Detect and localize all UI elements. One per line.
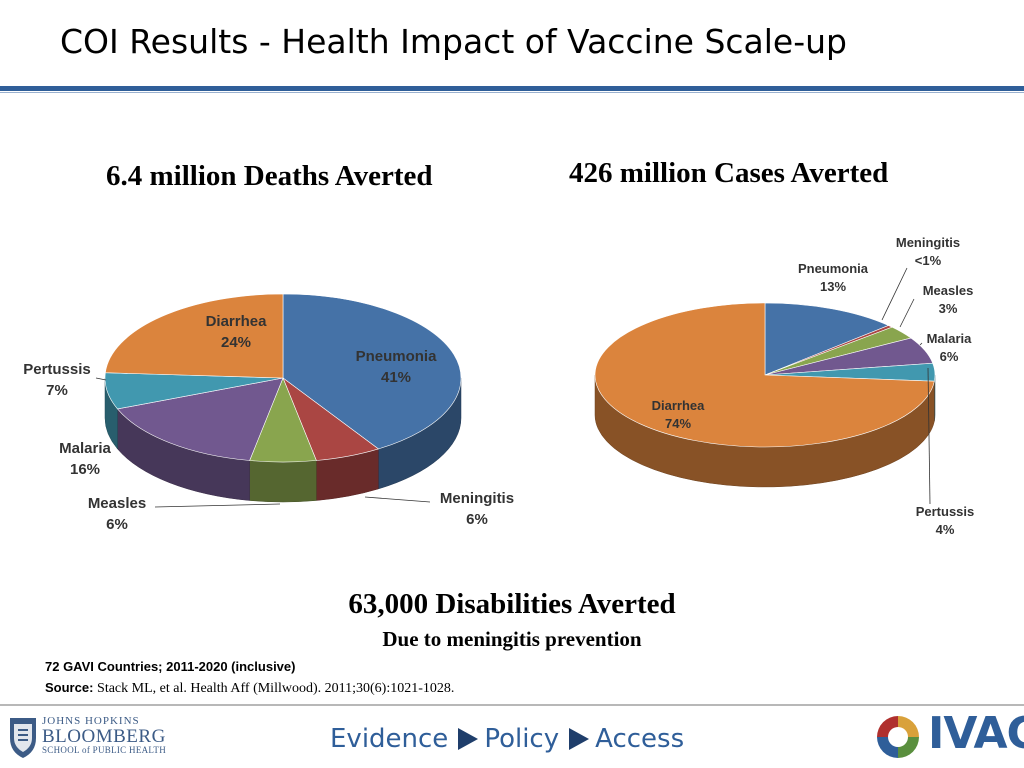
slice-value-pneumonia: 41% (381, 369, 411, 386)
source-citation: Source: Stack ML, et al. Health Aff (Mil… (45, 680, 454, 697)
jhu-line3: SCHOOL of PUBLIC HEALTH (42, 745, 166, 755)
slice-value-diarrhea: 74% (665, 416, 691, 431)
tagline-evidence: Evidence (330, 724, 449, 754)
slice-label-meningitis: Meningitis (440, 490, 514, 507)
source-text: Stack ML, et al. Health Aff (Millwood). … (97, 681, 455, 696)
leader-line-meningitis (364, 496, 431, 503)
slice-label-diarrhea: Diarrhea (206, 313, 268, 330)
slice-label-diarrhea: Diarrhea (652, 398, 706, 413)
slice-label-pneumonia: Pneumonia (356, 348, 438, 365)
jhu-logo-text: JOHNS HOPKINS BLOOMBERG SCHOOL of PUBLIC… (42, 716, 166, 755)
slice-value-diarrhea: 24% (221, 334, 251, 351)
disabilities-subtitle: Due to meningitis prevention (382, 627, 642, 651)
slice-value-measles: 3% (939, 301, 958, 316)
slice-value-pertussis: 7% (46, 382, 68, 399)
leader-line-measles (899, 298, 915, 328)
slice-value-meningitis: 6% (466, 511, 488, 528)
countries-note: 72 GAVI Countries; 2011-2020 (inclusive) (45, 659, 296, 674)
ivac-logo-icon (877, 716, 919, 758)
source-label: Source: (45, 680, 94, 695)
pie-slice-pneumonia (764, 302, 890, 376)
slice-value-meningitis: <1% (915, 253, 942, 268)
title-divider-thin (0, 92, 1024, 93)
slice-value-pneumonia: 13% (820, 279, 846, 294)
jhu-line2: BLOOMBERG (42, 726, 166, 747)
slice-label-measles: Measles (923, 283, 974, 298)
leader-line-measles (154, 503, 281, 508)
tagline: Evidence Policy Access (330, 724, 684, 754)
pie-chart-1: Pneumonia 13% Meningitis <1% Measles 3% Malari… (594, 235, 975, 537)
pie-slice-diarrhea (594, 302, 935, 448)
cases-chart-title: 426 million Cases Averted (569, 157, 889, 189)
slice-label-pertussis: Pertussis (916, 504, 975, 519)
deaths-chart-title: 6.4 million Deaths Averted (106, 160, 433, 192)
slice-value-measles: 6% (106, 516, 128, 533)
disabilities-title: 63,000 Disabilities Averted (348, 588, 676, 620)
leader-line-pertussis (95, 377, 107, 381)
tagline-policy: Policy (484, 724, 560, 754)
leader-line-meningitis (881, 267, 908, 321)
ivac-logo-text: IVAC (928, 708, 1024, 759)
slice-value-pertussis: 4% (936, 522, 955, 537)
slice-value-malaria: 16% (70, 461, 100, 478)
title-divider (0, 86, 1024, 91)
jhu-shield-icon (10, 718, 36, 758)
footer-divider (0, 704, 1024, 706)
slice-label-meningitis: Meningitis (896, 235, 960, 250)
pie-slice-pneumonia (282, 293, 462, 450)
leader-line-pertussis (927, 367, 931, 505)
slice-label-malaria: Malaria (59, 440, 111, 457)
arrow-right-icon (458, 728, 479, 750)
leader-line-malaria (919, 342, 923, 346)
slice-label-malaria: Malaria (927, 331, 973, 346)
tagline-access: Access (595, 724, 685, 754)
jhu-line1: JOHNS HOPKINS (42, 715, 140, 727)
slice-label-measles: Measles (88, 495, 146, 512)
slice-value-malaria: 6% (940, 349, 959, 364)
slice-label-pertussis: Pertussis (23, 361, 91, 378)
slide-title: COI Results - Health Impact of Vaccine S… (60, 22, 848, 61)
arrow-right-icon (569, 728, 590, 750)
pie-slice-diarrhea (105, 293, 284, 379)
pie-slice-malaria (116, 377, 284, 461)
pie-side-measles (249, 460, 317, 503)
slice-label-pneumonia: Pneumonia (798, 261, 869, 276)
pie-chart-0: Pneumonia 41% Meningitis 6% Measles 6% Malaria… (23, 293, 514, 533)
